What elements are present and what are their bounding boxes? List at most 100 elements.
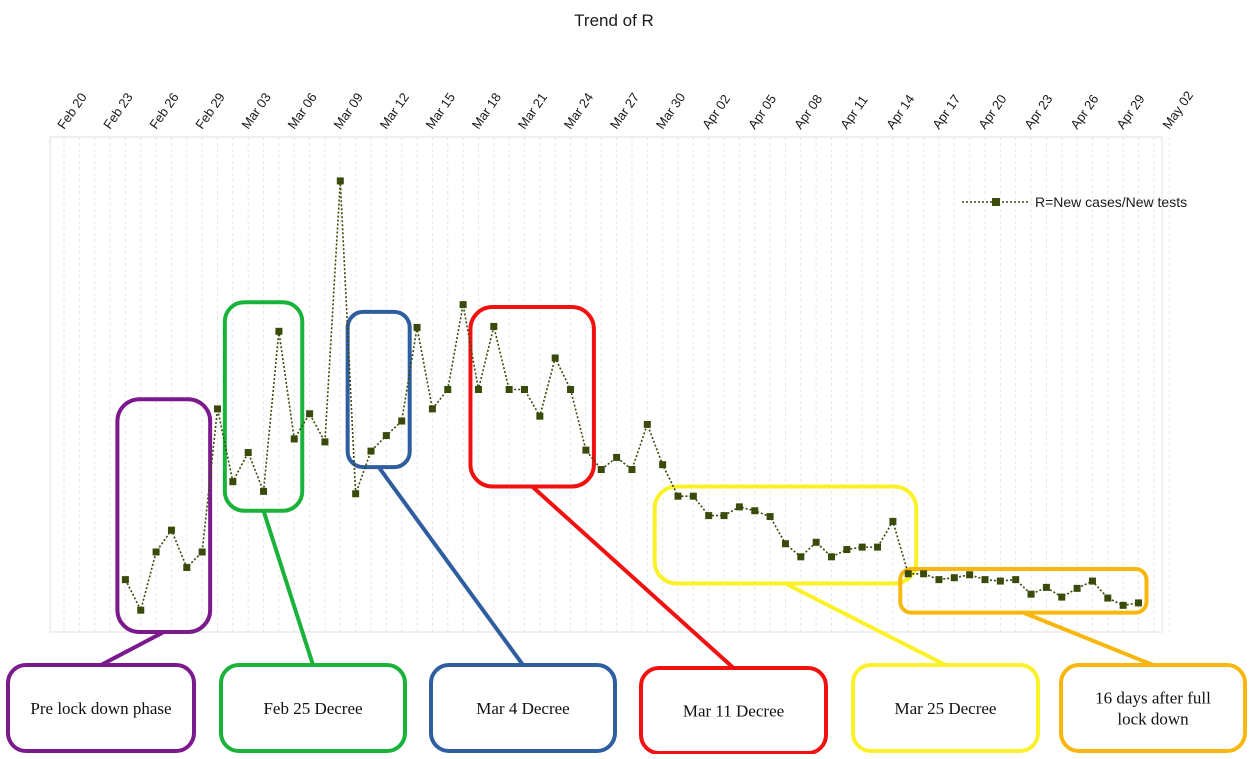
- data-point: [628, 466, 636, 474]
- highlight-box: [898, 566, 1149, 615]
- x-tick-label: Apr 23: [1021, 92, 1055, 132]
- data-point: [183, 563, 191, 571]
- legend-label: R=New cases/New tests: [1035, 194, 1187, 210]
- data-point: [367, 447, 375, 455]
- x-axis-ticks: Feb 20 Feb 23 Feb 26 Feb 29 Mar 03 Mar 06 Mar …: [54, 88, 1196, 132]
- annotation-label: 16 days after full: [1095, 689, 1211, 708]
- data-point: [659, 461, 667, 469]
- data-point: [1119, 601, 1127, 609]
- annotation-label-box: [639, 666, 828, 755]
- x-tick-label: Mar 18: [469, 90, 504, 132]
- data-point: [167, 526, 175, 534]
- data-point: [459, 301, 467, 309]
- x-tick-label: May 02: [1159, 88, 1196, 132]
- chart-title: Trend of R: [574, 11, 654, 30]
- data-point: [797, 553, 805, 561]
- x-tick-label: Feb 29: [192, 90, 228, 132]
- data-point: [490, 322, 498, 330]
- callout-connector: [377, 465, 525, 667]
- annotation-callouts: Pre lock down phase Feb 25 Decree Mar 4 De…: [6, 300, 1247, 755]
- callout-connector: [784, 581, 947, 667]
- data-point: [398, 417, 406, 425]
- x-tick-label: Mar 12: [377, 90, 412, 132]
- data-point: [643, 420, 651, 428]
- data-point: [1012, 576, 1020, 584]
- data-point: [306, 410, 314, 418]
- data-point: [1073, 584, 1081, 592]
- data-point: [505, 386, 513, 393]
- data-point: [613, 453, 621, 461]
- data-point: [244, 449, 252, 457]
- annotation-label: Mar 11 Decree: [683, 702, 784, 721]
- data-point: [689, 492, 697, 500]
- data-point: [521, 386, 528, 393]
- highlight-box: [468, 305, 596, 489]
- data-point: [336, 177, 344, 185]
- data-point: [567, 386, 575, 393]
- data-point: [1027, 590, 1035, 598]
- x-tick-label: Apr 11: [837, 93, 871, 132]
- annotation-label-box: [1059, 663, 1247, 753]
- callout-connector: [100, 630, 165, 667]
- data-point: [812, 538, 820, 546]
- data-point: [858, 543, 866, 551]
- highlight-box: [115, 397, 213, 635]
- data-point: [198, 548, 206, 556]
- data-point: [229, 478, 237, 486]
- annotation-label: Mar 4 Decree: [476, 699, 569, 718]
- callout-connector: [261, 510, 315, 666]
- data-point: [152, 548, 160, 556]
- data-series: [121, 177, 1142, 614]
- data-point: [751, 507, 759, 515]
- annotation-label: lock down: [1117, 710, 1189, 729]
- data-point: [352, 490, 360, 498]
- data-point: [1088, 577, 1096, 585]
- x-tick-label: Mar 24: [561, 90, 596, 132]
- data-point: [981, 576, 989, 584]
- x-tick-label: Apr 14: [883, 92, 917, 132]
- data-point: [551, 354, 559, 362]
- data-point: [137, 606, 145, 614]
- x-tick-label: Apr 29: [1113, 92, 1147, 132]
- data-point: [413, 323, 421, 331]
- data-point: [428, 405, 436, 413]
- highlight-box: [345, 309, 412, 470]
- data-point: [275, 327, 283, 335]
- data-point: [290, 435, 298, 443]
- data-point: [920, 570, 928, 578]
- data-point: [828, 553, 835, 561]
- x-tick-label: Mar 27: [607, 90, 642, 132]
- x-tick-label: Apr 02: [699, 92, 733, 132]
- data-point: [735, 503, 743, 511]
- data-point: [121, 576, 129, 584]
- data-point: [214, 405, 221, 413]
- x-tick-label: Apr 05: [745, 92, 779, 132]
- annotation-label-box: [219, 663, 407, 753]
- data-point: [889, 517, 897, 525]
- data-point: [444, 386, 452, 393]
- x-tick-label: Feb 20: [54, 90, 90, 132]
- x-tick-label: Feb 23: [100, 90, 136, 132]
- annotation-label: Feb 25 Decree: [263, 699, 362, 718]
- plot-area: [49, 136, 1163, 633]
- data-point: [766, 513, 774, 521]
- x-tick-label: Mar 03: [238, 90, 273, 132]
- data-point: [260, 487, 268, 495]
- data-point: [874, 543, 882, 551]
- x-tick-label: Mar 15: [423, 90, 458, 132]
- legend-marker: [992, 198, 1000, 206]
- data-point: [705, 512, 713, 520]
- data-point: [904, 570, 912, 578]
- x-tick-label: Mar 09: [330, 90, 365, 132]
- annotation-label: Mar 25 Decree: [895, 699, 997, 718]
- data-point: [474, 386, 482, 393]
- annotation-label-box: [429, 663, 617, 753]
- data-point: [720, 512, 728, 520]
- data-point: [597, 466, 605, 474]
- data-point: [536, 412, 544, 420]
- x-tick-label: Mar 06: [284, 90, 319, 132]
- annotation-label-box: [6, 663, 196, 753]
- data-point: [674, 492, 682, 500]
